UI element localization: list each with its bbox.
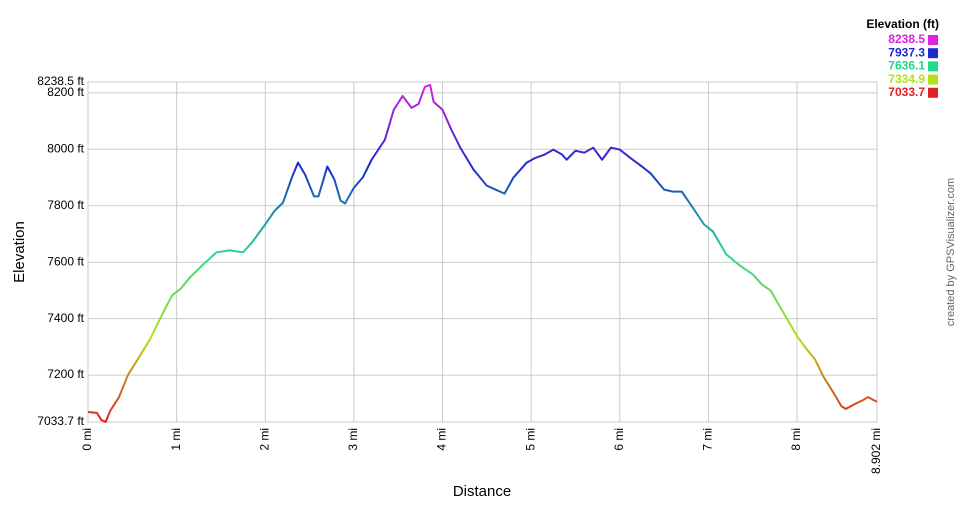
y-axis-title: Elevation (11, 221, 28, 283)
x-tick-label: 8.902 mi (869, 428, 883, 474)
y-tick-label: 7600 ft (47, 254, 84, 268)
elevation-line (87, 83, 878, 423)
legend-label: 7033.7 (888, 85, 925, 99)
y-tick-label: 8000 ft (47, 141, 84, 155)
y-tick-label: 8200 ft (47, 85, 84, 99)
legend-swatch (928, 35, 938, 45)
x-tick-label: 2 mi (257, 428, 271, 451)
legend-label: 8238.5 (888, 32, 925, 46)
y-tick-label: 7800 ft (47, 198, 84, 212)
legend-label: 7334.9 (888, 72, 925, 86)
x-tick-label: 5 mi (523, 428, 537, 451)
x-tick-label: 0 mi (80, 428, 94, 451)
legend-title: Elevation (ft) (866, 17, 939, 31)
plot-frame (87, 81, 878, 423)
legend-label: 7636.1 (888, 59, 925, 73)
y-tick-label: 7033.7 ft (37, 414, 84, 428)
x-tick-label: 1 mi (169, 428, 183, 451)
x-axis-title: Distance (453, 483, 511, 500)
legend-swatch (928, 74, 938, 85)
legend-swatch (928, 48, 938, 59)
x-tick-label: 3 mi (346, 428, 360, 451)
y-tick-label: 8238.5 ft (37, 74, 84, 88)
x-tick-label: 7 mi (701, 428, 715, 451)
credit: created by GPSVisualizer.com (945, 178, 957, 326)
y-tick-label: 7200 ft (47, 367, 84, 381)
y-tick-label: 7400 ft (47, 311, 84, 325)
x-tick-label: 8 mi (789, 428, 803, 451)
legend-label: 7937.3 (888, 45, 925, 59)
x-tick-label: 6 mi (612, 428, 626, 451)
x-tick-label: 4 mi (435, 428, 449, 451)
legend-swatch (928, 61, 938, 72)
legend-swatch (928, 87, 938, 98)
